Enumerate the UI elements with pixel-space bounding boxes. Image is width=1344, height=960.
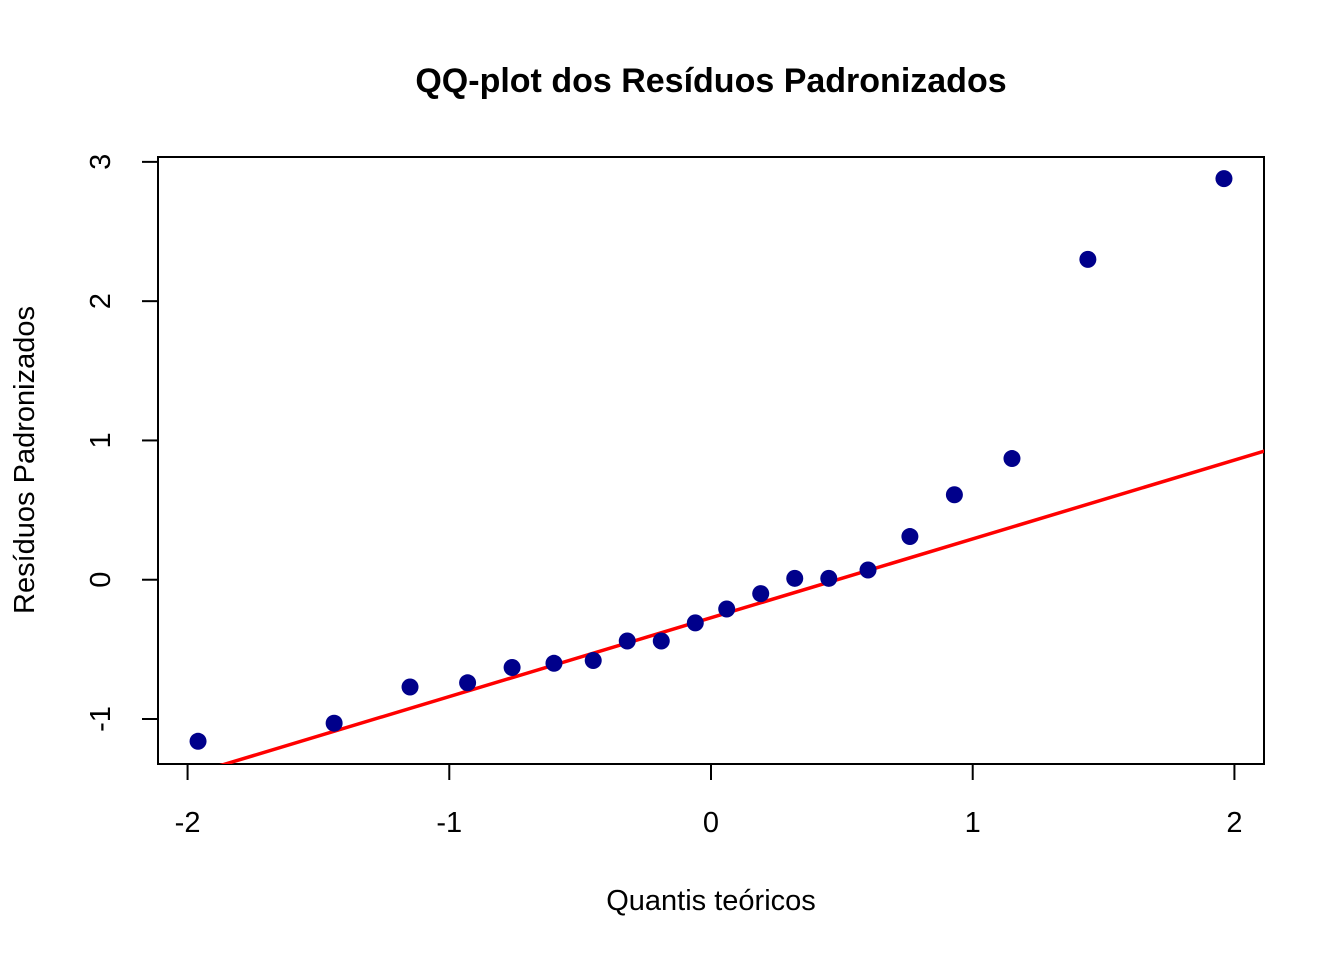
- x-tick-label: -1: [436, 807, 462, 839]
- data-point: [1003, 450, 1021, 468]
- x-tick-label: 1: [965, 807, 981, 839]
- chart-title: QQ-plot dos Resíduos Padronizados: [415, 62, 1006, 100]
- data-point: [325, 714, 343, 732]
- data-point: [459, 674, 477, 692]
- data-point: [820, 569, 838, 587]
- data-point: [1079, 250, 1097, 268]
- y-axis-label: Resíduos Padronizados: [9, 306, 41, 614]
- plot-area: -2 -1 0 1 2 -1 0 1 2 3: [85, 154, 1265, 839]
- data-point: [545, 654, 563, 672]
- x-tick-label: -2: [175, 807, 201, 839]
- data-point: [752, 585, 770, 603]
- x-tick-label: 0: [703, 807, 719, 839]
- data-point: [503, 658, 521, 676]
- data-point: [401, 678, 419, 696]
- data-point: [718, 600, 736, 618]
- data-point: [584, 652, 602, 670]
- y-tick-label: 0: [85, 572, 117, 588]
- y-tick-label: 2: [85, 293, 117, 309]
- data-point: [859, 561, 877, 579]
- qq-reference-line: [219, 449, 1264, 764]
- y-tick-label: 1: [85, 432, 117, 448]
- data-point: [618, 632, 636, 650]
- data-point: [786, 569, 804, 587]
- data-point: [945, 486, 963, 504]
- data-point: [652, 632, 670, 650]
- y-tick-label: -1: [85, 706, 117, 732]
- y-tick-label: 3: [85, 154, 117, 170]
- data-point: [189, 732, 207, 750]
- data-point: [901, 528, 919, 546]
- x-axis-label: Quantis teóricos: [606, 885, 816, 917]
- x-tick-label: 2: [1226, 807, 1242, 839]
- data-point: [686, 614, 704, 632]
- plot-frame: [157, 156, 1265, 765]
- data-point: [1215, 170, 1233, 188]
